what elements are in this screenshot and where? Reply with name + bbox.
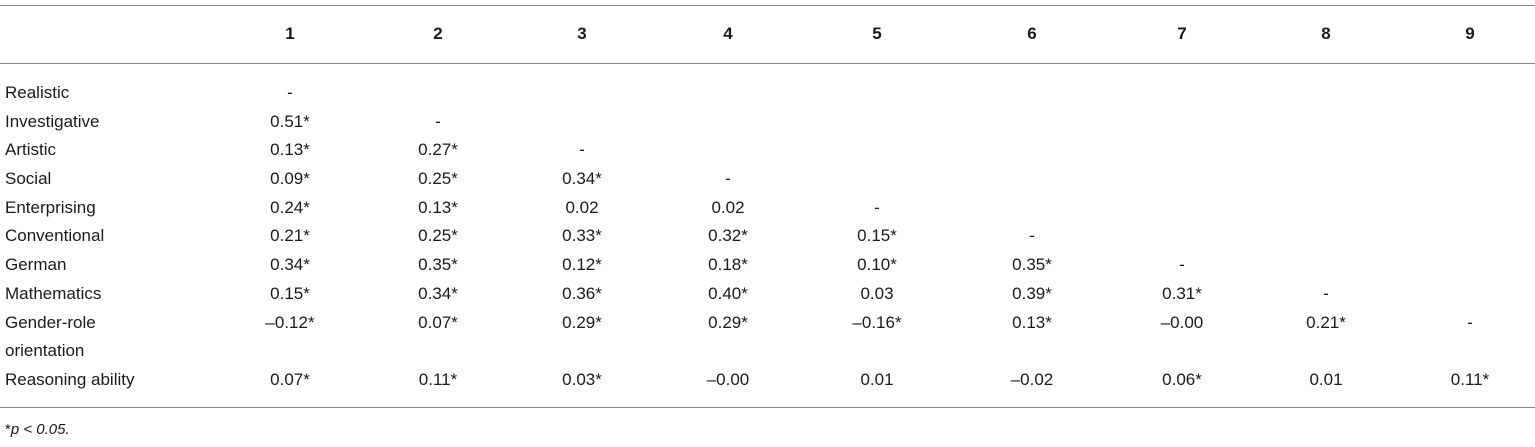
table-cell: 0.11* <box>418 369 458 389</box>
table-cell: 0.29* <box>562 312 602 332</box>
table-cell: 0.21* <box>1306 312 1346 332</box>
column-header: 8 <box>1321 24 1331 43</box>
table-cell: 0.35* <box>418 255 458 275</box>
table-cell: –0.02 <box>1010 369 1054 389</box>
table-cell: 0.18* <box>708 255 748 275</box>
table-cell: 0.34* <box>562 169 602 189</box>
column-header: 5 <box>872 24 882 43</box>
row-label: Conventional <box>5 226 105 246</box>
table-cell: –0.00 <box>706 369 750 389</box>
table-cell: 0.13* <box>270 140 310 160</box>
table-cell: 0.35* <box>1012 255 1052 275</box>
top-rule <box>0 5 1535 6</box>
table-cell: 0.51* <box>270 111 310 131</box>
table-cell: 0.24* <box>270 197 310 217</box>
column-header: 1 <box>285 24 295 43</box>
table-row: German 0.34* 0.35* 0.12* 0.18* 0.10* 0.35* - <box>0 251 1535 280</box>
table-cell: 0.11* <box>1450 369 1490 389</box>
row-label: Enterprising <box>5 197 96 217</box>
column-header: 6 <box>1027 24 1037 43</box>
table-row: Enterprising 0.24* 0.13* 0.02 0.02 - <box>0 194 1535 223</box>
table-row: Realistic - <box>0 79 1535 108</box>
table-cell: 0.33* <box>562 226 602 246</box>
table-cell: –0.12* <box>265 312 315 332</box>
table-cell: 0.12* <box>562 255 602 275</box>
footnote: *p < 0.05. <box>5 421 70 438</box>
bottom-rule <box>0 407 1535 408</box>
table-row: Conventional 0.21* 0.25* 0.33* 0.32* 0.15* - <box>0 222 1535 251</box>
table-cell: 0.39* <box>1012 283 1052 303</box>
row-label: Investigative <box>5 111 100 131</box>
column-header: 7 <box>1177 24 1187 43</box>
table-cell: 0.03 <box>860 283 894 303</box>
column-header: 4 <box>723 24 733 43</box>
table-cell: 0.02 <box>565 197 599 217</box>
column-header: 9 <box>1465 24 1475 43</box>
table-cell: 0.06* <box>1162 369 1202 389</box>
table-cell: 0.36* <box>562 283 602 303</box>
table-cell: 0.25* <box>418 169 458 189</box>
table-cell: 0.13* <box>1012 312 1052 332</box>
table-cell: - <box>874 197 880 217</box>
row-label: Gender-role orientation <box>5 312 96 361</box>
table-cell: - <box>579 140 585 160</box>
table-cell: 0.15* <box>857 226 897 246</box>
row-label: Reasoning ability <box>5 369 135 389</box>
table-cell: 0.29* <box>708 312 748 332</box>
table-cell: - <box>1029 226 1035 246</box>
row-label: German <box>5 255 67 275</box>
table-cell: 0.40* <box>708 283 748 303</box>
row-label: Social <box>5 169 52 189</box>
table-cell: - <box>287 83 293 102</box>
table-cell: 0.07* <box>418 312 458 332</box>
table-cell: - <box>1179 255 1185 275</box>
table-cell: 0.34* <box>418 283 458 303</box>
header-rule <box>0 63 1535 64</box>
footnote-marker: * <box>5 421 11 438</box>
footnote-text: p < 0.05. <box>10 421 70 438</box>
row-label: Artistic <box>5 140 56 160</box>
table-cell: 0.27* <box>418 140 458 160</box>
table-cell: - <box>435 111 441 131</box>
table-cell: 0.15* <box>270 283 310 303</box>
table-cell: 0.34* <box>270 255 310 275</box>
table-row: Artistic 0.13* 0.27* - <box>0 136 1535 165</box>
column-header: 2 <box>433 24 443 43</box>
table-cell: - <box>1323 283 1329 303</box>
table-cell: 0.10* <box>857 255 897 275</box>
table-cell: 0.02 <box>711 197 745 217</box>
table-cell: 0.25* <box>418 226 458 246</box>
table-body: Realistic - Investigative 0.51* - Artistic 0.1… <box>0 79 1535 395</box>
table-cell: –0.00 <box>1160 312 1204 332</box>
table-cell: - <box>725 169 731 189</box>
table-cell: - <box>1467 312 1473 332</box>
table-cell: 0.07* <box>270 369 310 389</box>
table-cell: –0.16* <box>852 312 902 332</box>
table-row: Social 0.09* 0.25* 0.34* - <box>0 165 1535 194</box>
table-cell: 0.31* <box>1162 283 1202 303</box>
table-cell: 0.32* <box>708 226 748 246</box>
table-cell: 0.09* <box>270 169 310 189</box>
column-header: 3 <box>577 24 587 43</box>
table-row: Reasoning ability 0.07* 0.11* 0.03* –0.00 0.0… <box>0 366 1535 395</box>
table-row: Mathematics 0.15* 0.34* 0.36* 0.40* 0.03 0.39*… <box>0 280 1535 309</box>
table-cell: 0.21* <box>270 226 310 246</box>
row-label: Mathematics <box>5 283 102 303</box>
table-cell: 0.01 <box>1309 369 1343 389</box>
row-label: Realistic <box>5 83 70 102</box>
table-row: Investigative 0.51* - <box>0 108 1535 137</box>
table-row: Gender-role orientation –0.12* 0.07* 0.29* 0… <box>0 309 1535 366</box>
table-cell: 0.01 <box>860 369 894 389</box>
table-cell: 0.03* <box>562 369 602 389</box>
table-cell: 0.13* <box>418 197 458 217</box>
